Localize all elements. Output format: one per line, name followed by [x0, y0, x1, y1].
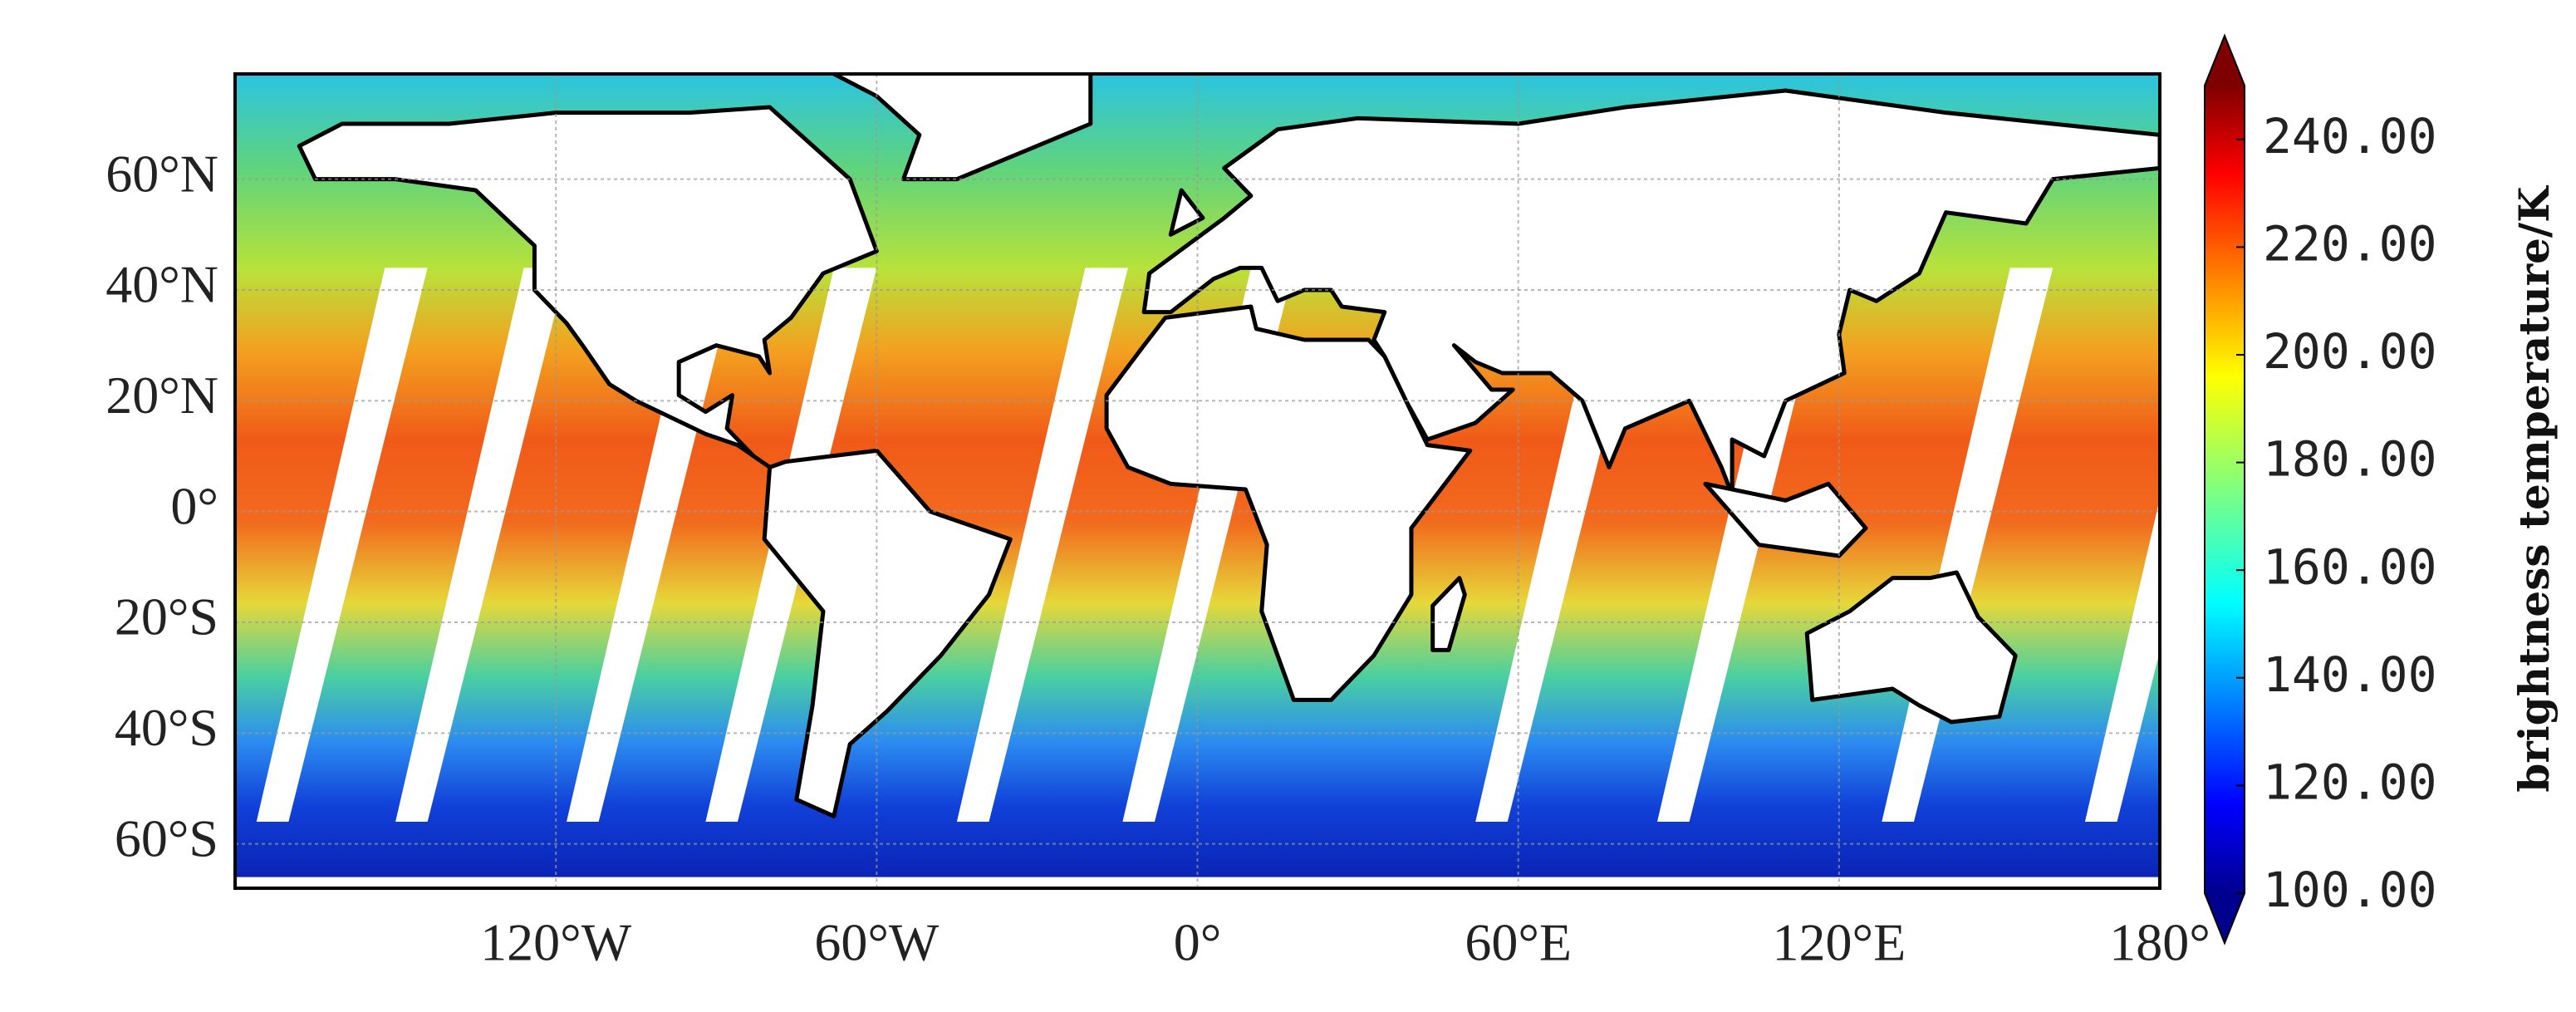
x-tick-label: 180° — [2109, 913, 2210, 972]
colorbar-extend-max — [2205, 36, 2245, 86]
colorbar-extend-min — [2205, 893, 2245, 943]
colorbar-label: brightness temperature/K — [2510, 185, 2559, 793]
land — [1430, 576, 1467, 652]
swath-gap — [256, 268, 428, 822]
swath-gap — [2084, 499, 2160, 822]
land — [1168, 188, 1205, 237]
land — [1804, 570, 2018, 725]
colorbar-tick-label: 180.00 — [2263, 431, 2437, 488]
map-area — [235, 74, 2160, 888]
land — [297, 105, 879, 469]
y-tick-label: 0° — [170, 476, 218, 535]
y-tick-label: 60°N — [105, 144, 218, 203]
map-frame — [233, 72, 2161, 890]
colorbar-tick-label: 120.00 — [2263, 754, 2437, 811]
y-tick-label: 60°S — [115, 808, 218, 867]
swath-gap — [956, 268, 1128, 822]
colorbar-tick-label: 200.00 — [2263, 323, 2437, 380]
x-tick-label: 60°E — [1465, 913, 1572, 972]
colorbar-tick-label: 220.00 — [2263, 216, 2437, 273]
no-data — [235, 877, 2160, 888]
colorbar-tick-label: 140.00 — [2263, 646, 2437, 703]
y-tick-label: 20°S — [115, 587, 218, 646]
colorbar-tick-label: 160.00 — [2263, 538, 2437, 595]
swath-gap — [395, 268, 567, 822]
y-tick-label: 20°N — [105, 366, 218, 425]
colorbar-tick-label: 100.00 — [2263, 862, 2437, 918]
land — [829, 74, 1093, 182]
x-tick-label: 120°W — [480, 913, 632, 972]
x-tick-label: 60°W — [814, 913, 940, 972]
y-tick-label: 40°S — [115, 698, 218, 757]
colorbar-tick-label: 240.00 — [2263, 108, 2437, 165]
y-tick-label: 40°N — [105, 255, 218, 314]
colorbar-outline — [2204, 33, 2245, 946]
x-tick-label: 0° — [1174, 913, 1222, 972]
land — [1703, 481, 1868, 558]
land — [1104, 304, 1473, 702]
land — [762, 448, 1013, 818]
x-tick-label: 120°E — [1772, 913, 1906, 972]
colorbar — [2205, 86, 2245, 893]
